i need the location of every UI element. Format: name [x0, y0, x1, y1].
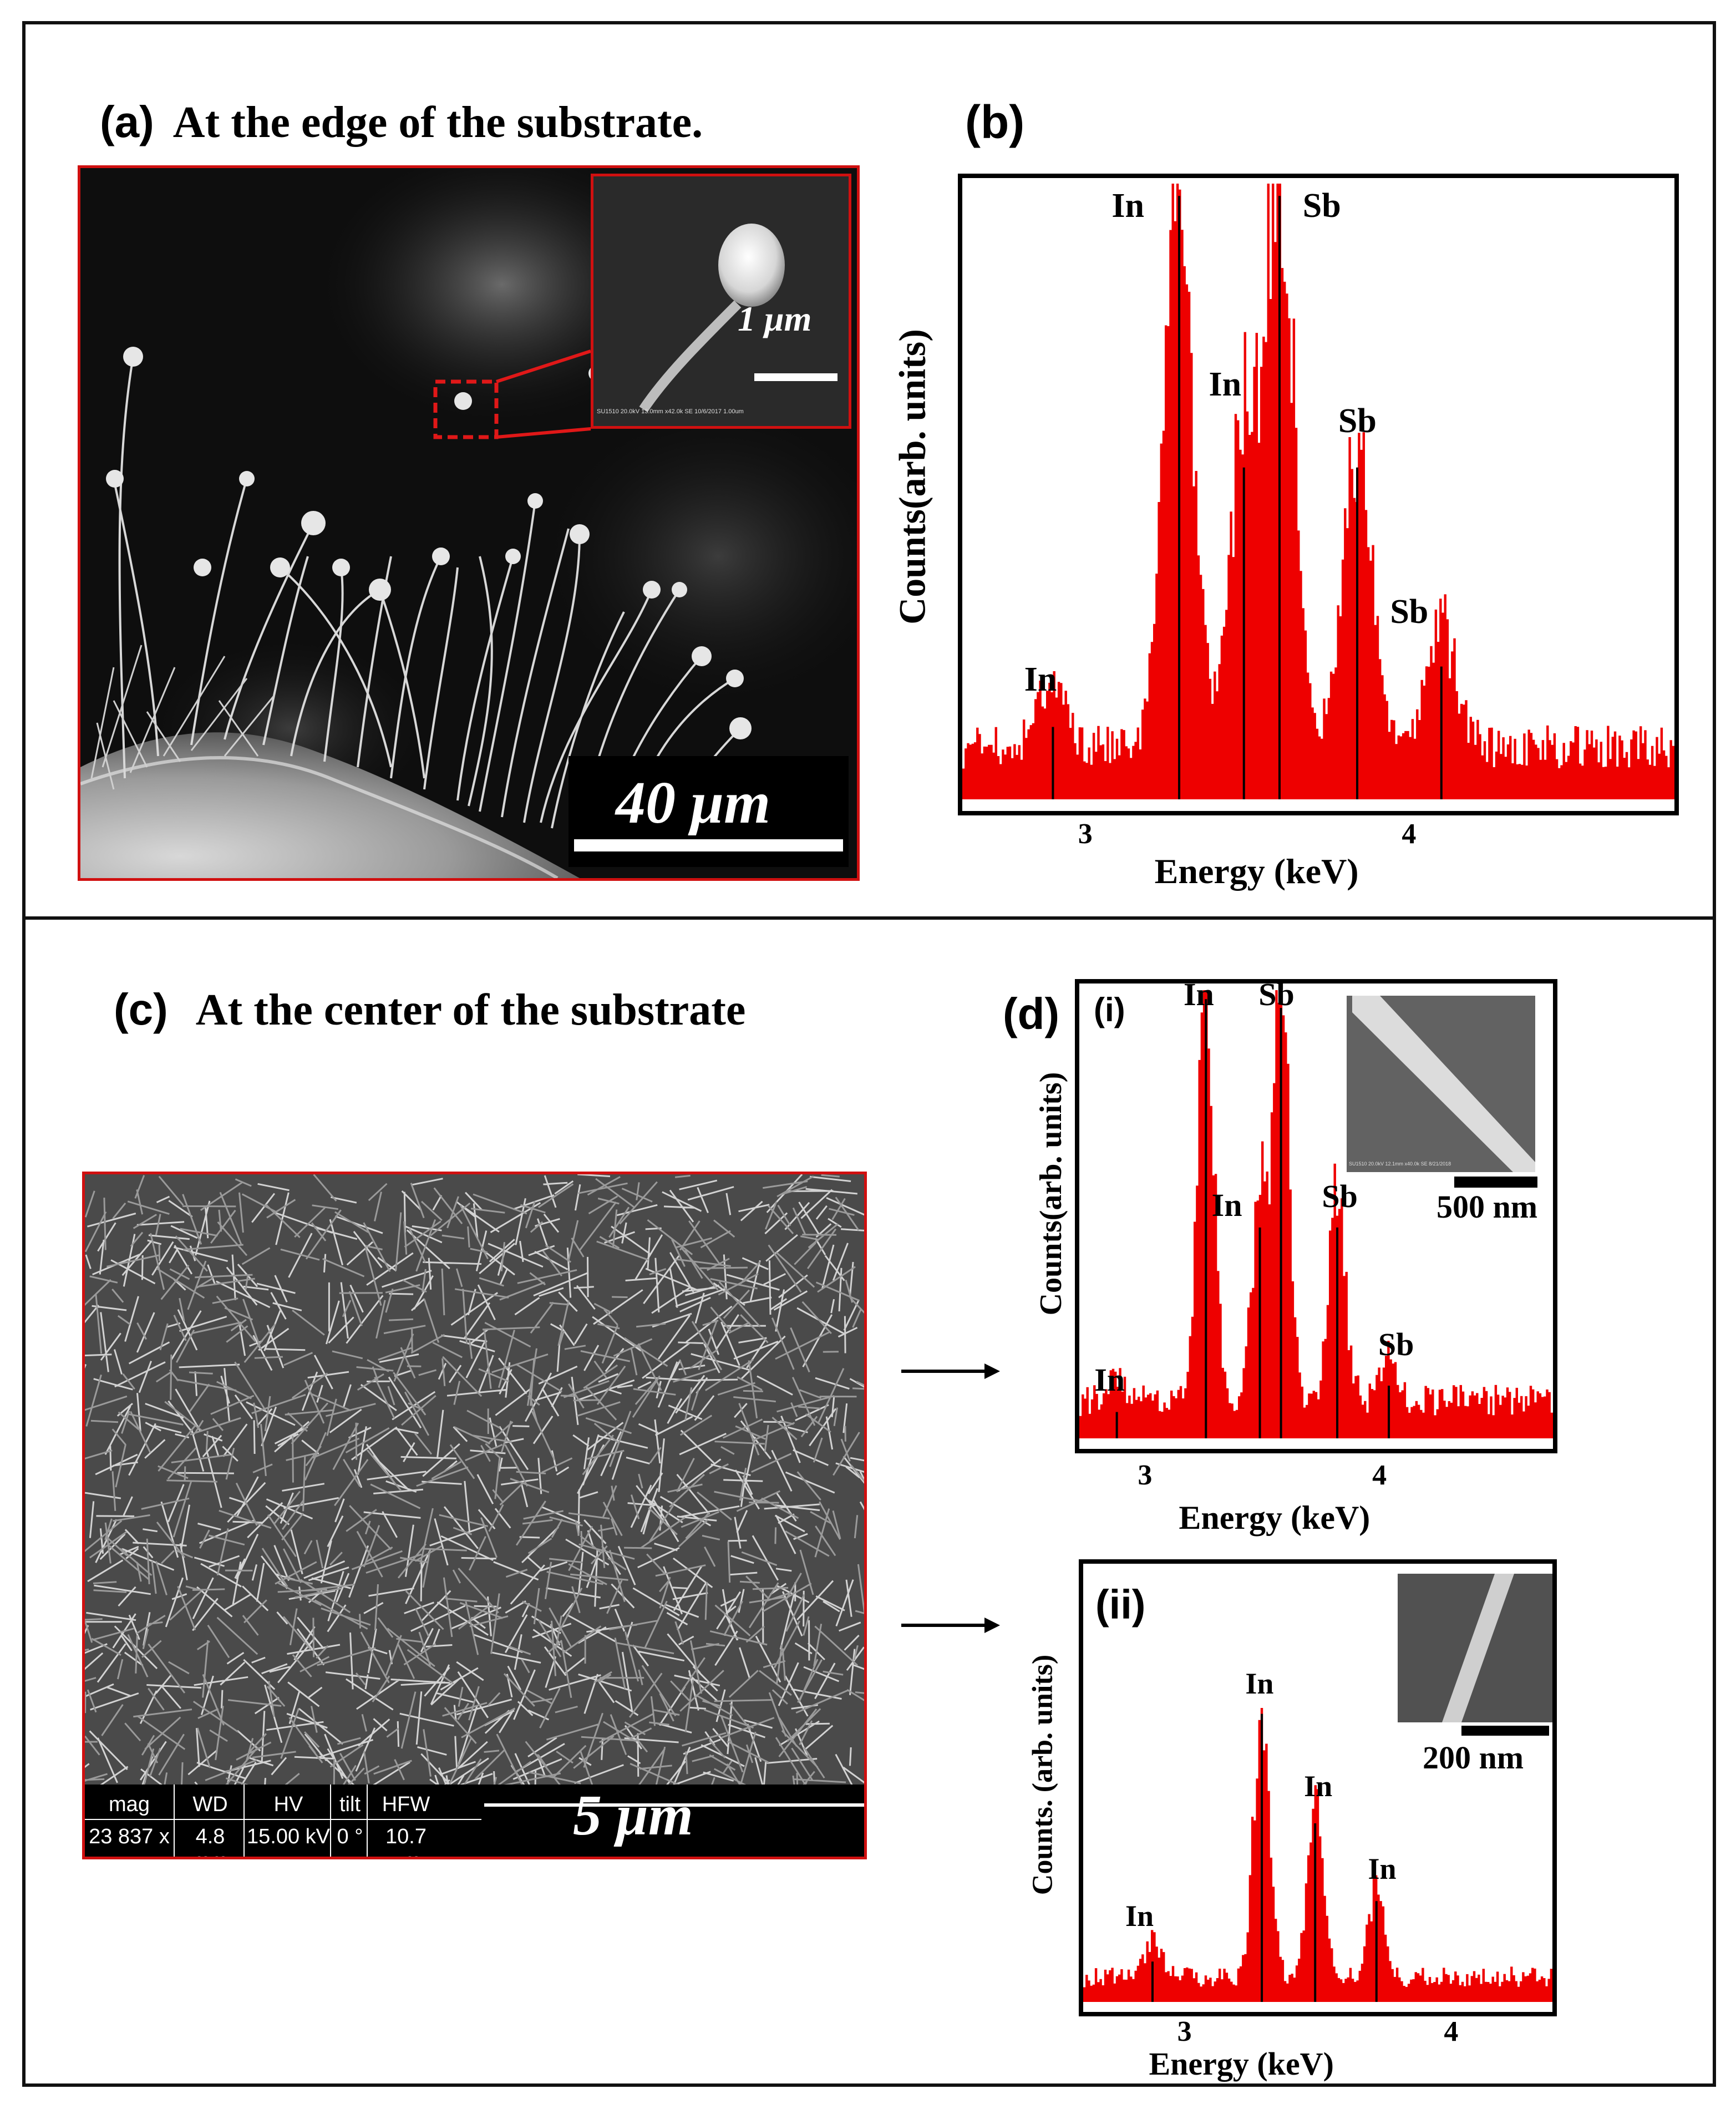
info-value-mag: 23 837 x — [89, 1825, 170, 1848]
panel-d-sub-i: (i) — [1094, 991, 1125, 1028]
info-cell-separator — [330, 1784, 331, 1857]
info-header-hfw: HFW — [382, 1793, 430, 1816]
info-header-mag: mag — [109, 1793, 150, 1816]
info-header-wd: WD — [192, 1793, 228, 1816]
peak-label-sb: Sb — [1322, 1178, 1358, 1214]
panel-a-letter: (a) — [100, 97, 154, 146]
panel-a-heading: (a) At the edge of the substrate. — [100, 97, 703, 148]
peak-label-in: In — [1209, 365, 1242, 403]
peak-label-in: In — [1211, 1187, 1242, 1224]
peak-label-sb: Sb — [1302, 186, 1341, 225]
sem-edge-inset: 1 μm SU1510 20.0kV 13.0mm x42.0k SE 10/6… — [591, 174, 851, 429]
peak-label-sb: Sb — [1378, 1326, 1414, 1362]
info-value-wd: 4.8 mm — [192, 1825, 227, 1857]
sem-center-info-bar: mag 23 837 x WD 4.8 mm HV 15.00 kV tilt 0 ° HFW 1… — [85, 1784, 864, 1857]
sem-center-scale-label: 5 μm — [573, 1783, 693, 1847]
sem-edge-scale-label: 40 μm — [616, 770, 771, 836]
eds-d-i-inset: SU1510 20.0kV 12.1mm x40.0k SE 8/21/2018 — [1347, 996, 1535, 1172]
peak-label-in: In — [1024, 661, 1057, 699]
panel-b-letter: (b) — [965, 96, 1025, 148]
peak-label-in: In — [1111, 186, 1144, 225]
eds-plot-b — [958, 174, 1679, 815]
peak-label-in: In — [1094, 1362, 1125, 1398]
sem-image-edge: 1 μm SU1510 20.0kV 13.0mm x42.0k SE 10/6… — [78, 165, 860, 881]
y-axis-label: Counts(arb. units) — [1034, 1072, 1068, 1316]
eds-d-ii-inset-picture — [1398, 1574, 1552, 1722]
sem-center-picture — [85, 1174, 864, 1784]
x-axis-label: Energy (keV) — [1179, 1499, 1370, 1536]
peak-label-sb: Sb — [1390, 593, 1429, 631]
x-axis-label: Energy (keV) — [1154, 851, 1359, 891]
panel-a-title: At the edge of the substrate. — [172, 98, 703, 147]
arrow-to-d-ii — [901, 1618, 1000, 1633]
panel-c-heading: (c) At the center of the substrate — [114, 985, 745, 1035]
eds-spectrum-d-ii — [1083, 1708, 1552, 2002]
panel-d-letter: (d) — [1003, 989, 1060, 1038]
spectrum-bars — [1083, 1708, 1552, 2002]
info-cell-separator — [174, 1784, 175, 1857]
eds-spectrum-b — [962, 184, 1674, 799]
peak-label-in: In — [1183, 976, 1214, 1013]
figure-frame-bottom — [22, 916, 1716, 2087]
panel-c-title: At the center of the substrate — [195, 986, 746, 1035]
eds-d-ii-inset — [1398, 1574, 1552, 1722]
eds-d-ii-inset-scale-bar — [1461, 1726, 1549, 1736]
info-cell-separator — [243, 1784, 245, 1857]
peak-label-in: In — [1304, 1770, 1333, 1803]
peak-label-sb: Sb — [1258, 976, 1295, 1013]
y-axis-label: Counts(arb. units) — [891, 329, 933, 625]
eds-d-i-inset-scale-label: 500 nm — [1436, 1189, 1538, 1225]
peak-label-in: In — [1245, 1666, 1274, 1700]
x-tick-label: 3 — [1078, 818, 1093, 850]
info-header-tilt: tilt — [339, 1793, 361, 1816]
sem-edge-inset-scale-bar — [754, 373, 837, 381]
eds-d-i-inset-caption: SU1510 20.0kV 12.1mm x40.0k SE 8/21/2018 — [1349, 1161, 1451, 1167]
x-tick-label: 4 — [1372, 1459, 1387, 1491]
eds-d-i-inset-picture — [1347, 996, 1535, 1172]
info-header-hv: HV — [273, 1793, 303, 1816]
eds-plot-d-i: SU1510 20.0kV 12.1mm x40.0k SE 8/21/2018 — [1075, 979, 1557, 1453]
info-bar-divider — [85, 1819, 481, 1820]
x-tick-label: 4 — [1444, 2016, 1459, 2047]
x-tick-label: 4 — [1402, 818, 1417, 850]
panel-d-sub-ii: (ii) — [1095, 1581, 1146, 1628]
peak-label-in: In — [1125, 1899, 1154, 1933]
sem-edge-scale-bar — [574, 839, 843, 851]
eds-plot-d-ii — [1079, 1559, 1557, 2016]
sem-edge-inset-scale-label: 1 μm — [738, 299, 812, 338]
info-value-hv: 15.00 kV — [247, 1825, 330, 1848]
info-value-hfw: 10.7 μm — [385, 1825, 427, 1857]
eds-d-ii-inset-scale-label: 200 nm — [1423, 1740, 1524, 1776]
peak-label-sb: Sb — [1338, 402, 1377, 440]
spectrum-bars — [1079, 990, 1553, 1438]
sem-edge-inset-picture — [593, 176, 849, 426]
x-axis-label: Energy (keV) — [1149, 2046, 1334, 2082]
eds-spectrum-d-i — [1079, 990, 1553, 1438]
panel-c-letter: (c) — [114, 985, 168, 1034]
x-tick-label: 3 — [1177, 2016, 1192, 2047]
sem-edge-scale-box: 40 μm — [568, 756, 849, 867]
sem-center-scale-bar — [484, 1803, 864, 1807]
info-value-tilt: 0 ° — [337, 1825, 363, 1848]
sem-edge-inset-caption: SU1510 20.0kV 13.0mm x42.0k SE 10/6/2017… — [597, 408, 744, 415]
y-axis-label: Counts. (arb. units) — [1027, 1654, 1059, 1895]
arrow-to-d-i — [901, 1363, 1000, 1379]
info-cell-separator — [367, 1784, 368, 1857]
spectrum-bars — [962, 184, 1674, 799]
eds-d-i-inset-scale-bar — [1454, 1177, 1537, 1188]
peak-label-in: In — [1368, 1852, 1397, 1885]
sem-image-center: mag 23 837 x WD 4.8 mm HV 15.00 kV tilt 0 ° HFW 1… — [82, 1172, 867, 1859]
x-tick-label: 3 — [1138, 1459, 1153, 1491]
